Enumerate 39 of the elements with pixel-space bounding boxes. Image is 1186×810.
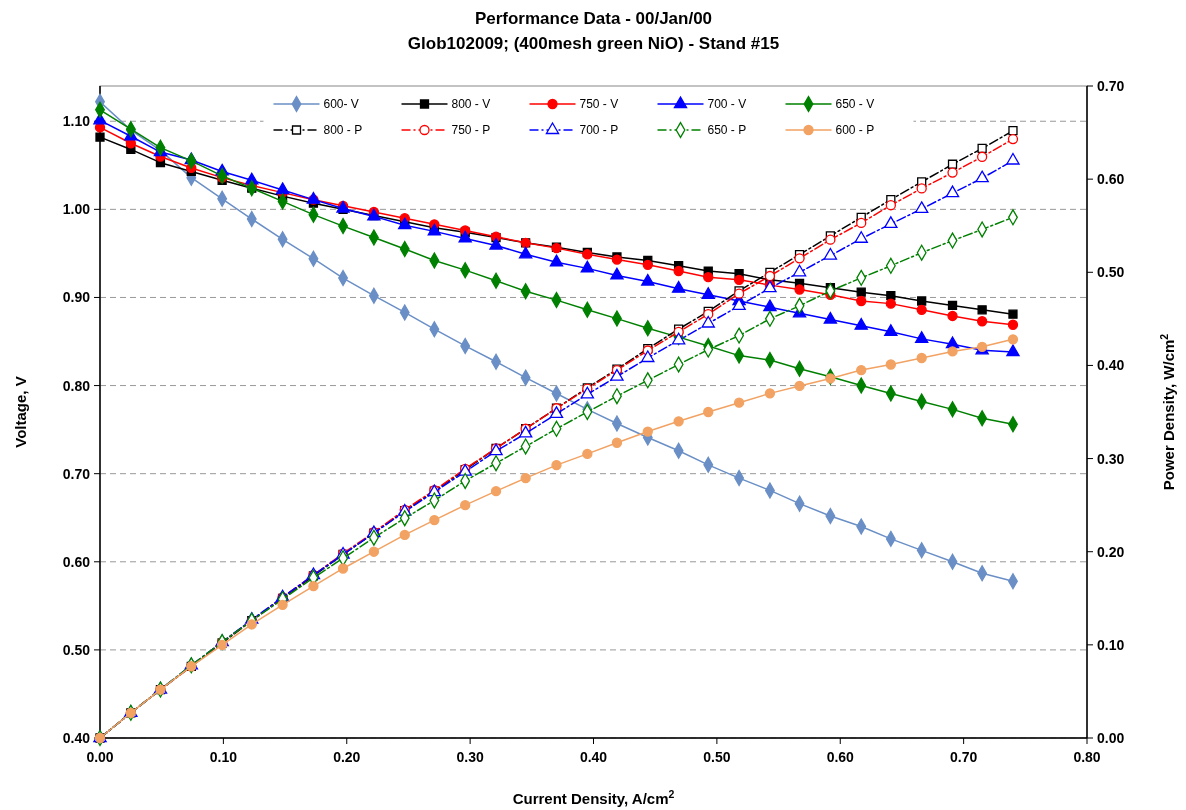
y2-tick-label: 0.30 <box>1097 450 1125 467</box>
legend-label: 800 - V <box>451 97 491 111</box>
y2-tick-label: 0.40 <box>1097 357 1125 374</box>
x-tick-label: 0.30 <box>456 749 484 765</box>
x-tick-label: 0.60 <box>826 749 855 765</box>
y-tick-label: 0.70 <box>62 465 91 482</box>
x-tick-label: 0.80 <box>1073 749 1101 765</box>
x-tick-label: 0.20 <box>333 749 361 765</box>
y-tick-label: 0.80 <box>62 377 91 394</box>
y-tick-label: 0.90 <box>62 289 91 306</box>
x-tick-label: 0.10 <box>209 749 238 765</box>
y2-tick-label: 0.10 <box>1097 636 1125 653</box>
x-axis-title: Current Density, A/cm$^{2}$ <box>512 788 675 807</box>
chart-title: Performance Data - 00/Jan/00 <box>474 9 713 28</box>
legend-label: 750 - P <box>451 123 491 137</box>
y2-tick-label: 0.20 <box>1097 543 1125 560</box>
y-axis-title: Voltage, V <box>12 376 29 448</box>
y2-tick-label: 0.50 <box>1097 264 1125 281</box>
legend-label: 800 - P <box>323 123 363 137</box>
y2-tick-label: 0.60 <box>1097 171 1125 188</box>
legend-label: 700 - P <box>579 123 619 137</box>
x-tick-label: 0.40 <box>579 749 608 765</box>
y-tick-label: 0.60 <box>62 553 91 570</box>
y-tick-label: 1.00 <box>62 201 91 218</box>
y-tick-label: 1.10 <box>62 113 91 130</box>
legend-label: 750 - V <box>579 97 619 111</box>
legend-label: 600 - P <box>835 123 875 137</box>
y2-tick-label: 0.00 <box>1097 730 1125 746</box>
x-tick-label: 0.70 <box>950 749 978 765</box>
chart-subtitle: Glob102009; (400mesh green NiO) - Stand #15 <box>407 34 780 53</box>
y2-tick-label: 0.70 <box>1097 78 1125 94</box>
legend-label: 650 - V <box>835 97 875 111</box>
x-tick-label: 0.00 <box>86 749 114 765</box>
y-tick-label: 0.50 <box>62 641 91 658</box>
y-tick-label: 0.40 <box>62 730 91 746</box>
legend-label: 650 - P <box>707 123 747 137</box>
legend-label: 600- V <box>323 97 359 111</box>
legend-label: 700 - V <box>707 97 747 111</box>
x-tick-label: 0.50 <box>703 749 731 765</box>
